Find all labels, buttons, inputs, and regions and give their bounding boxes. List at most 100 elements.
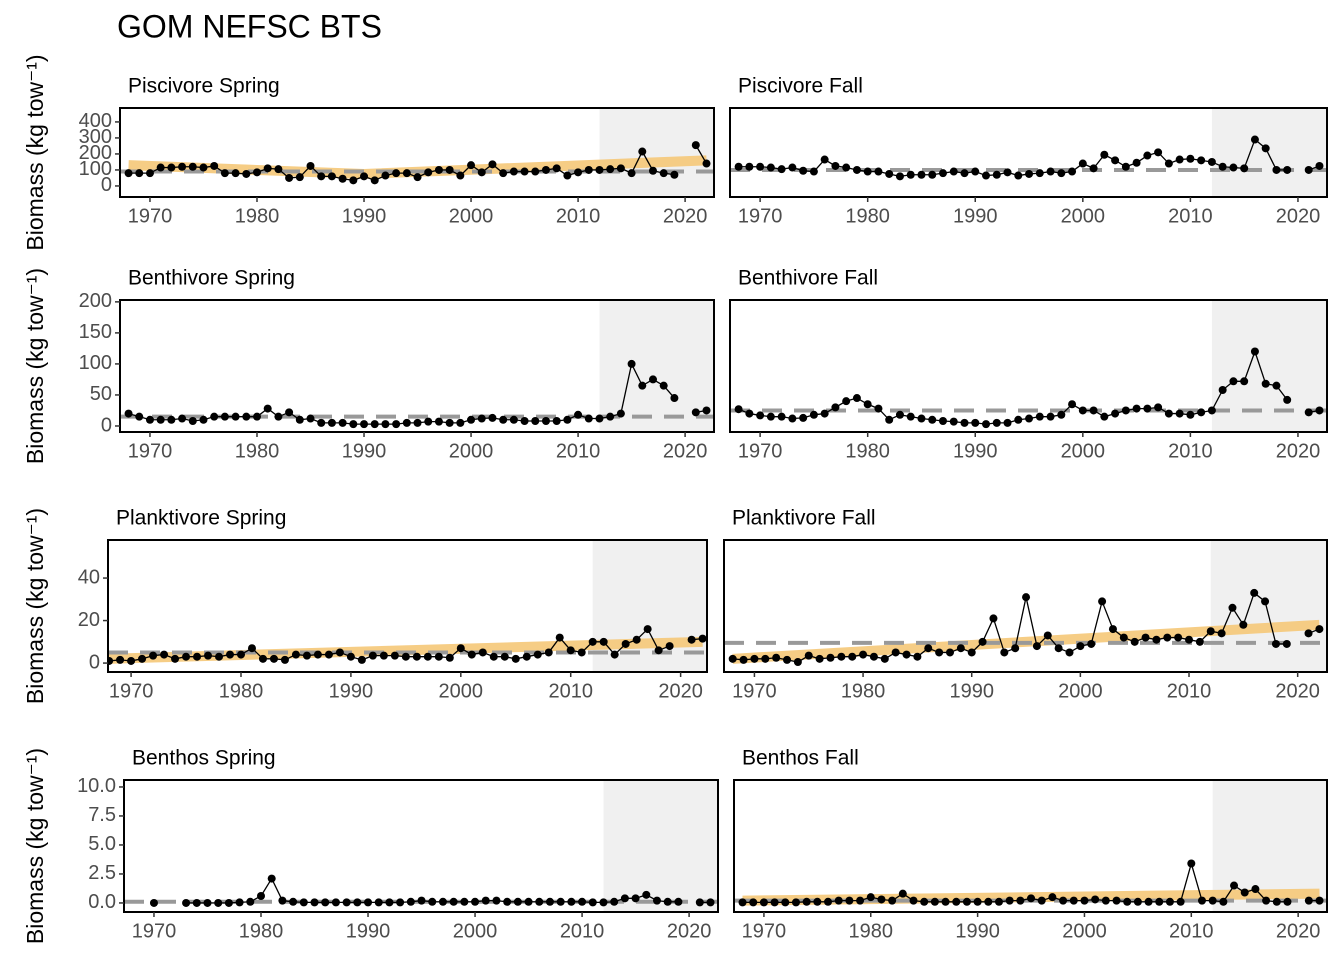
- data-point: [962, 897, 971, 906]
- y-tick-label: 20: [78, 609, 100, 631]
- data-point: [837, 652, 846, 661]
- data-point: [869, 652, 878, 661]
- data-point: [445, 165, 454, 174]
- data-point: [906, 412, 915, 421]
- y-tick-label: 2.5: [88, 862, 116, 884]
- data-point: [563, 415, 572, 424]
- data-point: [149, 898, 158, 907]
- data-point: [852, 165, 861, 174]
- data-point: [310, 898, 319, 907]
- data-point: [1207, 406, 1216, 415]
- data-point: [938, 169, 947, 178]
- data-point: [231, 169, 240, 178]
- data-point: [620, 894, 629, 903]
- x-tick-label: 1970: [132, 920, 177, 942]
- data-point: [941, 897, 950, 906]
- data-point: [331, 898, 340, 907]
- data-point: [971, 167, 980, 176]
- data-point: [702, 406, 711, 415]
- data-point: [1229, 377, 1238, 386]
- x-tick-label: 1980: [219, 680, 264, 702]
- data-point: [263, 404, 272, 413]
- data-point: [535, 897, 544, 906]
- data-point: [761, 654, 770, 663]
- data-point: [909, 896, 918, 905]
- data-point: [1091, 895, 1100, 904]
- data-point: [1035, 169, 1044, 178]
- data-point: [845, 896, 854, 905]
- data-point: [1304, 408, 1313, 417]
- data-point: [1164, 159, 1173, 168]
- y-tick-label: 50: [90, 383, 112, 405]
- panel-plot: [108, 540, 707, 672]
- data-point: [552, 164, 561, 173]
- data-point: [1186, 410, 1195, 419]
- x-tick-label: 1990: [342, 205, 387, 227]
- highlight-period: [1211, 108, 1327, 197]
- panel-border: [119, 299, 715, 433]
- data-point: [295, 173, 304, 182]
- x-tick-label: 1990: [329, 680, 374, 702]
- data-point: [252, 412, 261, 421]
- x-tick-label: 1980: [849, 920, 894, 942]
- data-point: [520, 167, 529, 176]
- data-point: [1176, 897, 1185, 906]
- data-point: [895, 172, 904, 181]
- data-point: [1197, 408, 1206, 417]
- data-point: [621, 639, 630, 648]
- data-point: [691, 141, 700, 150]
- data-point: [1057, 410, 1066, 419]
- data-point: [1185, 635, 1194, 644]
- data-point: [902, 650, 911, 659]
- y-tick-label: 100: [79, 158, 112, 180]
- data-point: [978, 637, 987, 646]
- data-point: [610, 897, 619, 906]
- panel-plot: [730, 108, 1327, 197]
- data-point: [533, 650, 542, 659]
- data-point: [1304, 165, 1313, 174]
- panel-plot: [734, 780, 1327, 912]
- data-point: [1154, 148, 1163, 157]
- data-point: [856, 896, 865, 905]
- data-point: [413, 173, 422, 182]
- data-point: [299, 898, 308, 907]
- data-point: [278, 896, 287, 905]
- x-tick-label: 1980: [845, 440, 890, 462]
- data-point: [745, 162, 754, 171]
- data-point: [898, 889, 907, 898]
- data-point: [638, 147, 647, 156]
- data-point: [648, 375, 657, 384]
- data-point: [967, 648, 976, 657]
- data-point: [467, 650, 476, 659]
- x-tick-label: 1980: [845, 205, 890, 227]
- data-point: [267, 874, 276, 883]
- data-point: [327, 418, 336, 427]
- data-point: [178, 414, 187, 423]
- data-point: [563, 171, 572, 180]
- data-point: [928, 415, 937, 424]
- data-point: [149, 651, 158, 660]
- data-point: [1272, 897, 1281, 906]
- data-point: [274, 165, 283, 174]
- data-point: [1076, 642, 1085, 651]
- data-point: [256, 891, 265, 900]
- data-point: [1054, 644, 1063, 653]
- data-point: [145, 415, 154, 424]
- data-point: [1014, 415, 1023, 424]
- data-point: [1003, 168, 1012, 177]
- x-tick-label: 2000: [453, 920, 498, 942]
- data-point: [930, 897, 939, 906]
- data-point: [1207, 157, 1216, 166]
- data-point: [1165, 897, 1174, 906]
- data-point: [777, 412, 786, 421]
- data-point: [1283, 395, 1292, 404]
- x-tick-label: 2010: [1167, 680, 1212, 702]
- data-point: [370, 176, 379, 185]
- data-point: [945, 648, 954, 657]
- data-point: [263, 164, 272, 173]
- x-tick-label: 2010: [556, 440, 601, 462]
- data-point: [252, 168, 261, 177]
- data-point: [225, 650, 234, 659]
- data-point: [809, 410, 818, 419]
- data-point: [566, 646, 575, 655]
